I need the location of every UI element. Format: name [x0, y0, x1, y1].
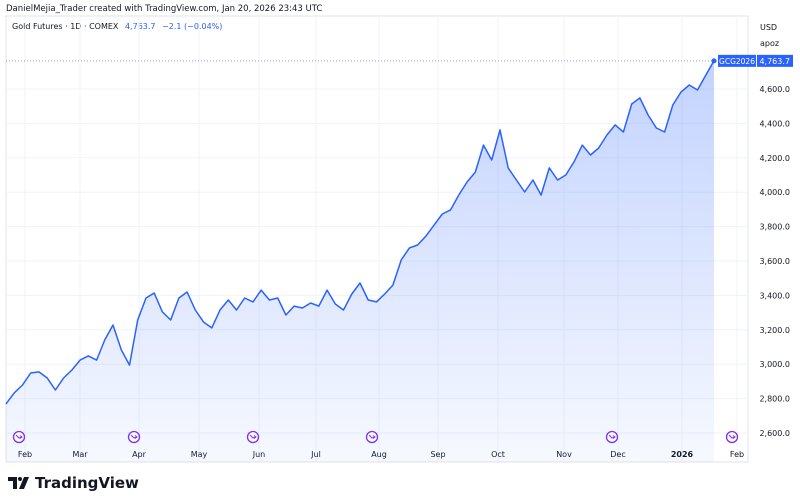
event-marker-icon[interactable]: [605, 430, 619, 444]
tradingview-logo-icon: [8, 477, 29, 489]
event-arrow: [130, 434, 138, 439]
event-marker-icon[interactable]: [127, 430, 141, 444]
x-tick-label: Feb: [730, 450, 744, 459]
price-change: −2.1 (−0.04%): [162, 22, 223, 31]
event-marker-icon[interactable]: [12, 430, 26, 444]
y-tick-label: 3,000.0: [759, 360, 790, 369]
event-arrow: [368, 434, 376, 439]
y-tick-label: 4,600.0: [759, 85, 790, 94]
event-arrow: [608, 434, 616, 439]
event-circle: [12, 430, 26, 444]
event-marker-icon[interactable]: [365, 430, 379, 444]
currency-label: USD: [760, 23, 778, 32]
last-price: 4,763.7: [124, 22, 156, 31]
price-line: [5, 60, 715, 405]
event-arrow: [249, 434, 257, 439]
price-badge: [757, 54, 793, 67]
last-price-dot: [711, 58, 717, 64]
price-scale-units[interactable]: USD apoz: [756, 20, 784, 52]
event-circle: [605, 430, 619, 444]
y-tick-label: 4,200.0: [759, 154, 790, 163]
tradingview-logo[interactable]: TradingView: [8, 474, 139, 492]
logo-text: TradingView: [35, 474, 139, 492]
price-area: [6, 60, 714, 463]
y-tick-label: 2,800.0: [759, 395, 790, 404]
symbol-legend: Gold Futures · 1D · COMEX 4,763.7 −2.1 (…: [12, 22, 222, 31]
event-arrow: [15, 434, 23, 439]
event-circle: [246, 430, 260, 444]
ticker-badge-label: GCG2026: [719, 57, 755, 66]
event-arrow: [728, 434, 736, 439]
symbol-name: Gold Futures · 1D · COMEX: [12, 22, 119, 31]
event-marker-icon[interactable]: [246, 430, 260, 444]
y-tick-label: 4,000.0: [759, 188, 790, 197]
event-circle: [725, 430, 739, 444]
price-badge-label: 4,763.7: [759, 57, 790, 66]
y-tick-label: 3,800.0: [759, 223, 790, 232]
y-tick-label: 3,400.0: [759, 291, 790, 300]
event-marker-icon[interactable]: [725, 430, 739, 444]
chart-credit: DanielMejia_Trader created with TradingV…: [6, 4, 323, 14]
unit-label: apoz: [760, 39, 780, 48]
y-tick-label: 2,600.0: [759, 429, 790, 438]
y-tick-label: 3,200.0: [759, 326, 790, 335]
event-circle: [127, 430, 141, 444]
y-tick-label: 4,400.0: [759, 119, 790, 128]
ticker-badge: [718, 54, 756, 67]
event-circle: [365, 430, 379, 444]
y-tick-label: 3,600.0: [759, 257, 790, 266]
